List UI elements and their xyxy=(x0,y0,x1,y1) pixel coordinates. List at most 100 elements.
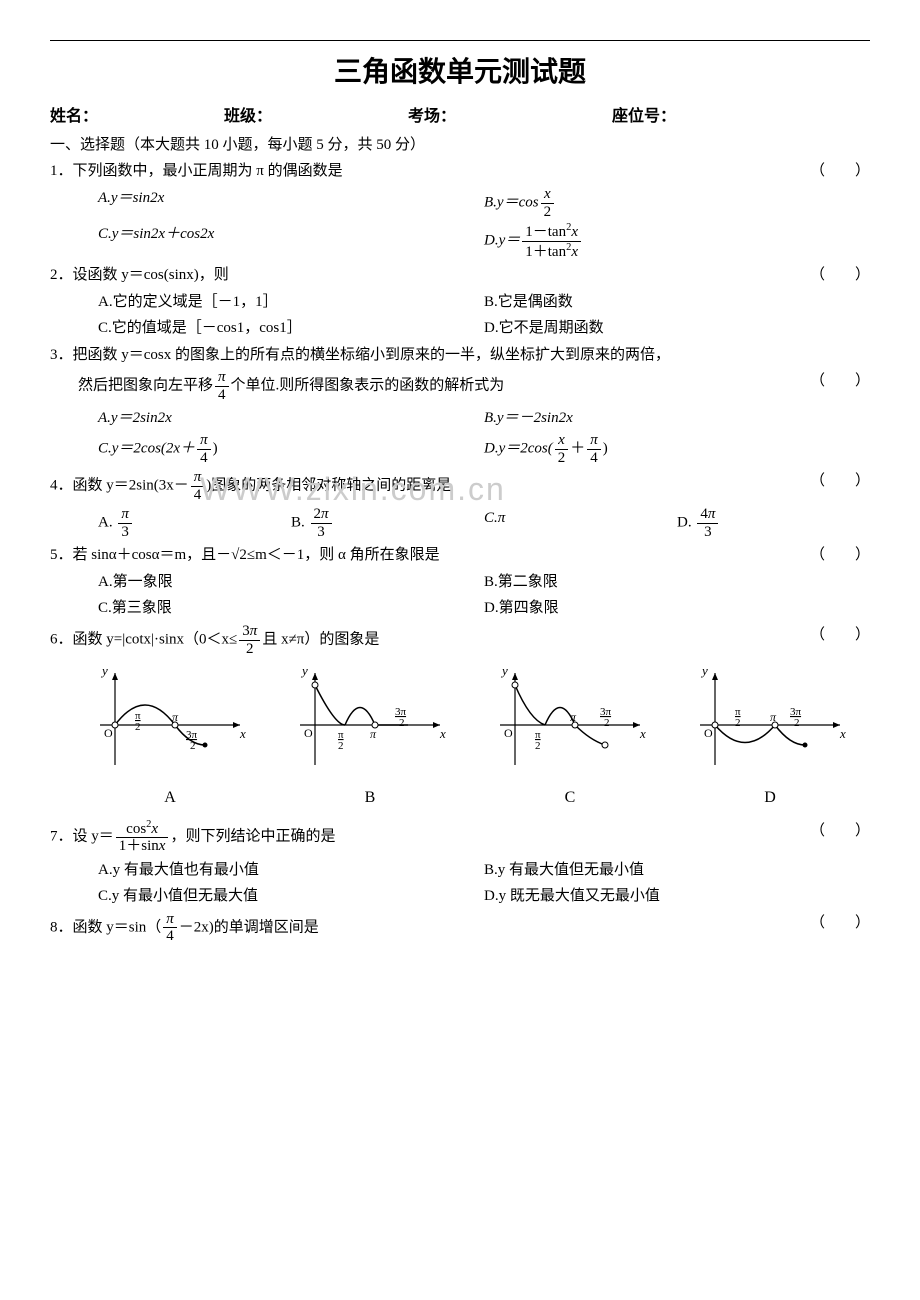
header-labels: 姓名： 班级： 考场： 座位号： xyxy=(50,104,870,130)
svg-text:x: x xyxy=(239,726,246,741)
q6-stem: 6．函数 y=|cotx|·sinx（0＜x≤3π2且 x≠π）的图象是 xyxy=(50,623,870,657)
q1-opt-c: C.y＝sin2x＋cos2x xyxy=(98,221,484,261)
svg-text:2: 2 xyxy=(794,717,800,729)
q3-options: A.y＝2sin2x B.y＝－2sin2x C.y＝2cos(2x＋π4) D… xyxy=(50,405,870,467)
svg-text:2: 2 xyxy=(735,717,741,729)
q1-opt-b: B.y＝cosx2 xyxy=(484,185,870,221)
q4-opt-d: D. 4π3 xyxy=(677,505,870,541)
svg-text:x: x xyxy=(639,726,646,741)
label-class: 班级： xyxy=(224,104,404,130)
q2-opt-d: D.它不是周期函数 xyxy=(484,315,870,341)
graph-c: y x O π 2 π 3π 2 C xyxy=(490,665,650,811)
svg-text:O: O xyxy=(104,726,113,740)
q5-options: A.第一象限 B.第二象限 C.第三象限 D.第四象限 xyxy=(50,569,870,621)
q7-opt-d: D.y 既无最大值又无最小值 xyxy=(484,883,870,909)
svg-text:π: π xyxy=(370,727,377,741)
q3-opt-d: D.y＝2cos(x2＋π4) xyxy=(484,431,870,467)
svg-text:2: 2 xyxy=(535,740,541,752)
svg-text:2: 2 xyxy=(135,721,141,733)
q3-stem1: 3．把函数 y＝cosx 的图象上的所有点的横坐标缩小到原来的一半，纵坐标扩大到… xyxy=(50,347,670,363)
q4-opt-a: A. π3 xyxy=(98,505,291,541)
section-1-head: 一、选择题（本大题共 10 小题，每小题 5 分，共 50 分） xyxy=(50,133,870,157)
q5-opt-d: D.第四象限 xyxy=(484,595,870,621)
question-4: 4．函数 y＝2sin(3x－π4)图象的两条相邻对称轴之间的距离是 （ ） W… xyxy=(50,469,870,503)
label-room: 考场： xyxy=(408,104,608,130)
svg-text:2: 2 xyxy=(190,740,196,752)
svg-text:O: O xyxy=(704,726,713,740)
q1-options: A.y＝sin2x B.y＝cosx2 C.y＝sin2x＋cos2x D.y＝… xyxy=(50,185,870,261)
q4-opt-b: B. 2π3 xyxy=(291,505,484,541)
graph-c-svg: y x O π 2 π 3π 2 xyxy=(490,665,650,775)
svg-text:y: y xyxy=(700,663,708,678)
q4-options: A. π3 B. 2π3 C.π D. 4π3 xyxy=(50,505,870,541)
label-name: 姓名： xyxy=(50,104,220,130)
q3-opt-c: C.y＝2cos(2x＋π4) xyxy=(98,431,484,467)
graph-d: y x O π 2 π 3π 2 D xyxy=(690,665,850,811)
q2-opt-b: B.它是偶函数 xyxy=(484,289,870,315)
q8-stem: 8．函数 y＝sin（π4－2x)的单调增区间是 xyxy=(50,911,870,945)
answer-paren: （ ） xyxy=(810,623,870,647)
svg-text:2: 2 xyxy=(338,740,344,752)
answer-paren: （ ） xyxy=(810,159,870,183)
q3-stem2: 然后把图象向左平移π4个单位.则所得图象表示的函数的解析式为 xyxy=(78,369,870,403)
svg-text:2: 2 xyxy=(604,717,610,729)
q1-opt-a: A.y＝sin2x xyxy=(98,185,484,221)
svg-text:y: y xyxy=(100,663,108,678)
answer-paren: （ ） xyxy=(810,819,870,843)
q7-options: A.y 有最大值也有最小值 B.y 有最大值但无最小值 C.y 有最小值但无最大… xyxy=(50,857,870,909)
svg-text:O: O xyxy=(304,726,313,740)
graph-c-label: C xyxy=(490,785,650,811)
q4-opt-c: C.π xyxy=(484,505,677,541)
question-6: 6．函数 y=|cotx|·sinx（0＜x≤3π2且 x≠π）的图象是 （ ） xyxy=(50,623,870,657)
svg-text:y: y xyxy=(300,663,308,678)
question-3b: 然后把图象向左平移π4个单位.则所得图象表示的函数的解析式为 （ ） xyxy=(50,369,870,403)
page-title: 三角函数单元测试题 xyxy=(50,51,870,96)
svg-text:y: y xyxy=(500,663,508,678)
svg-text:π: π xyxy=(172,710,179,724)
svg-text:π: π xyxy=(570,710,577,724)
graph-a-label: A xyxy=(90,785,250,811)
question-2: 2．设函数 y＝cos(sinx)，则 （ ） xyxy=(50,263,870,287)
q2-stem: 2．设函数 y＝cos(sinx)，则 xyxy=(50,263,870,287)
question-8: 8．函数 y＝sin（π4－2x)的单调增区间是 （ ） xyxy=(50,911,870,945)
q5-opt-b: B.第二象限 xyxy=(484,569,870,595)
graph-a: y x O π 2 π 3π 2 A xyxy=(90,665,250,811)
graph-b: y x O π 2 π 3π 2 B xyxy=(290,665,450,811)
answer-paren: （ ） xyxy=(810,469,870,493)
q3-opt-b: B.y＝－2sin2x xyxy=(484,405,870,431)
question-1: 1．下列函数中，最小正周期为 π 的偶函数是 （ ） xyxy=(50,159,870,183)
q1-stem: 1．下列函数中，最小正周期为 π 的偶函数是 xyxy=(50,159,870,183)
q1-opt-d: D.y＝1－tan2x1＋tan2x xyxy=(484,221,870,261)
label-seat: 座位号： xyxy=(612,104,676,130)
question-7: 7．设 y＝cos2x1＋sinx，则下列结论中正确的是 （ ） xyxy=(50,819,870,855)
q2-opt-c: C.它的值域是［－cos1，cos1］ xyxy=(98,315,484,341)
answer-paren: （ ） xyxy=(810,263,870,287)
svg-text:2: 2 xyxy=(399,717,405,729)
graph-a-svg: y x O π 2 π 3π 2 xyxy=(90,665,250,775)
q7-stem: 7．设 y＝cos2x1＋sinx，则下列结论中正确的是 xyxy=(50,819,870,855)
q5-opt-c: C.第三象限 xyxy=(98,595,484,621)
svg-text:O: O xyxy=(504,726,513,740)
question-5: 5．若 sinα＋cosα＝m，且－√2≤m＜－1，则 α 角所在象限是 （ ） xyxy=(50,543,870,567)
q6-graphs: y x O π 2 π 3π 2 A y x O xyxy=(50,665,870,811)
graph-d-svg: y x O π 2 π 3π 2 xyxy=(690,665,850,775)
q7-opt-c: C.y 有最小值但无最大值 xyxy=(98,883,484,909)
q3-opt-a: A.y＝2sin2x xyxy=(98,405,484,431)
graph-b-svg: y x O π 2 π 3π 2 xyxy=(290,665,450,775)
answer-paren: （ ） xyxy=(810,369,870,393)
q5-stem: 5．若 sinα＋cosα＝m，且－√2≤m＜－1，则 α 角所在象限是 xyxy=(50,543,870,567)
svg-text:x: x xyxy=(439,726,446,741)
graph-b-label: B xyxy=(290,785,450,811)
answer-paren: （ ） xyxy=(810,543,870,567)
question-3: 3．把函数 y＝cosx 的图象上的所有点的横坐标缩小到原来的一半，纵坐标扩大到… xyxy=(50,343,870,367)
top-rule xyxy=(50,40,870,41)
svg-text:π: π xyxy=(770,710,777,724)
q7-opt-a: A.y 有最大值也有最小值 xyxy=(98,857,484,883)
q2-opt-a: A.它的定义域是［－1，1］ xyxy=(98,289,484,315)
q4-stem: 4．函数 y＝2sin(3x－π4)图象的两条相邻对称轴之间的距离是 xyxy=(50,469,870,503)
q7-opt-b: B.y 有最大值但无最小值 xyxy=(484,857,870,883)
svg-text:x: x xyxy=(839,726,846,741)
graph-d-label: D xyxy=(690,785,850,811)
q5-opt-a: A.第一象限 xyxy=(98,569,484,595)
answer-paren: （ ） xyxy=(810,911,870,935)
